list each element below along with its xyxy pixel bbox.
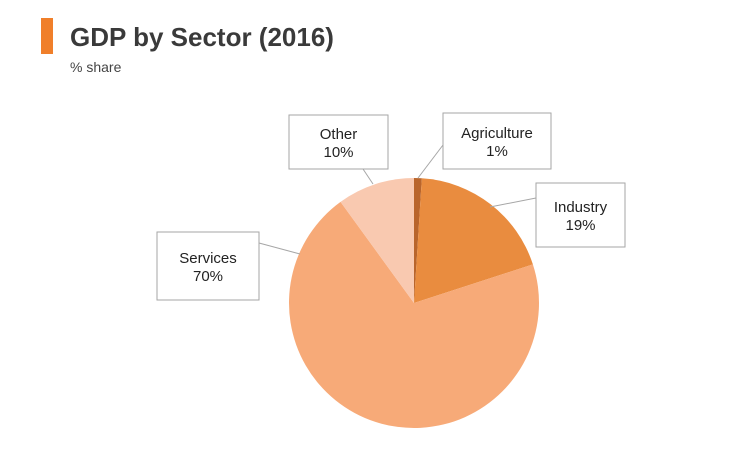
callout-leader-industry [489,197,537,208]
callout-box-other [288,114,389,170]
slice-label-agriculture: Agriculture [461,125,533,142]
slice-label-other: Other [320,126,358,143]
slice-label-industry: Industry [554,199,608,216]
callout-leader-services [258,242,301,255]
slice-value-industry: 19% [565,217,595,234]
pie-slice-services [288,201,539,429]
title-accent-bar [41,18,53,54]
pie-slices [288,178,539,429]
pie-slice-agriculture [414,178,422,303]
slice-value-other: 10% [323,144,353,161]
pie-slice-industry [414,178,533,303]
slice-value-services: 70% [193,268,223,285]
slice-value-agriculture: 1% [486,143,508,160]
chart-subtitle: % share [70,59,122,75]
callout-box-agriculture [442,112,552,170]
callout-box-industry [535,182,626,248]
callout-leader-other [362,168,374,185]
callout-leader-agriculture [417,144,444,179]
slice-label-services: Services [179,250,237,267]
pie-slice-other [340,178,414,303]
chart-title: GDP by Sector (2016) [70,22,334,52]
callout-box-services [156,231,260,301]
